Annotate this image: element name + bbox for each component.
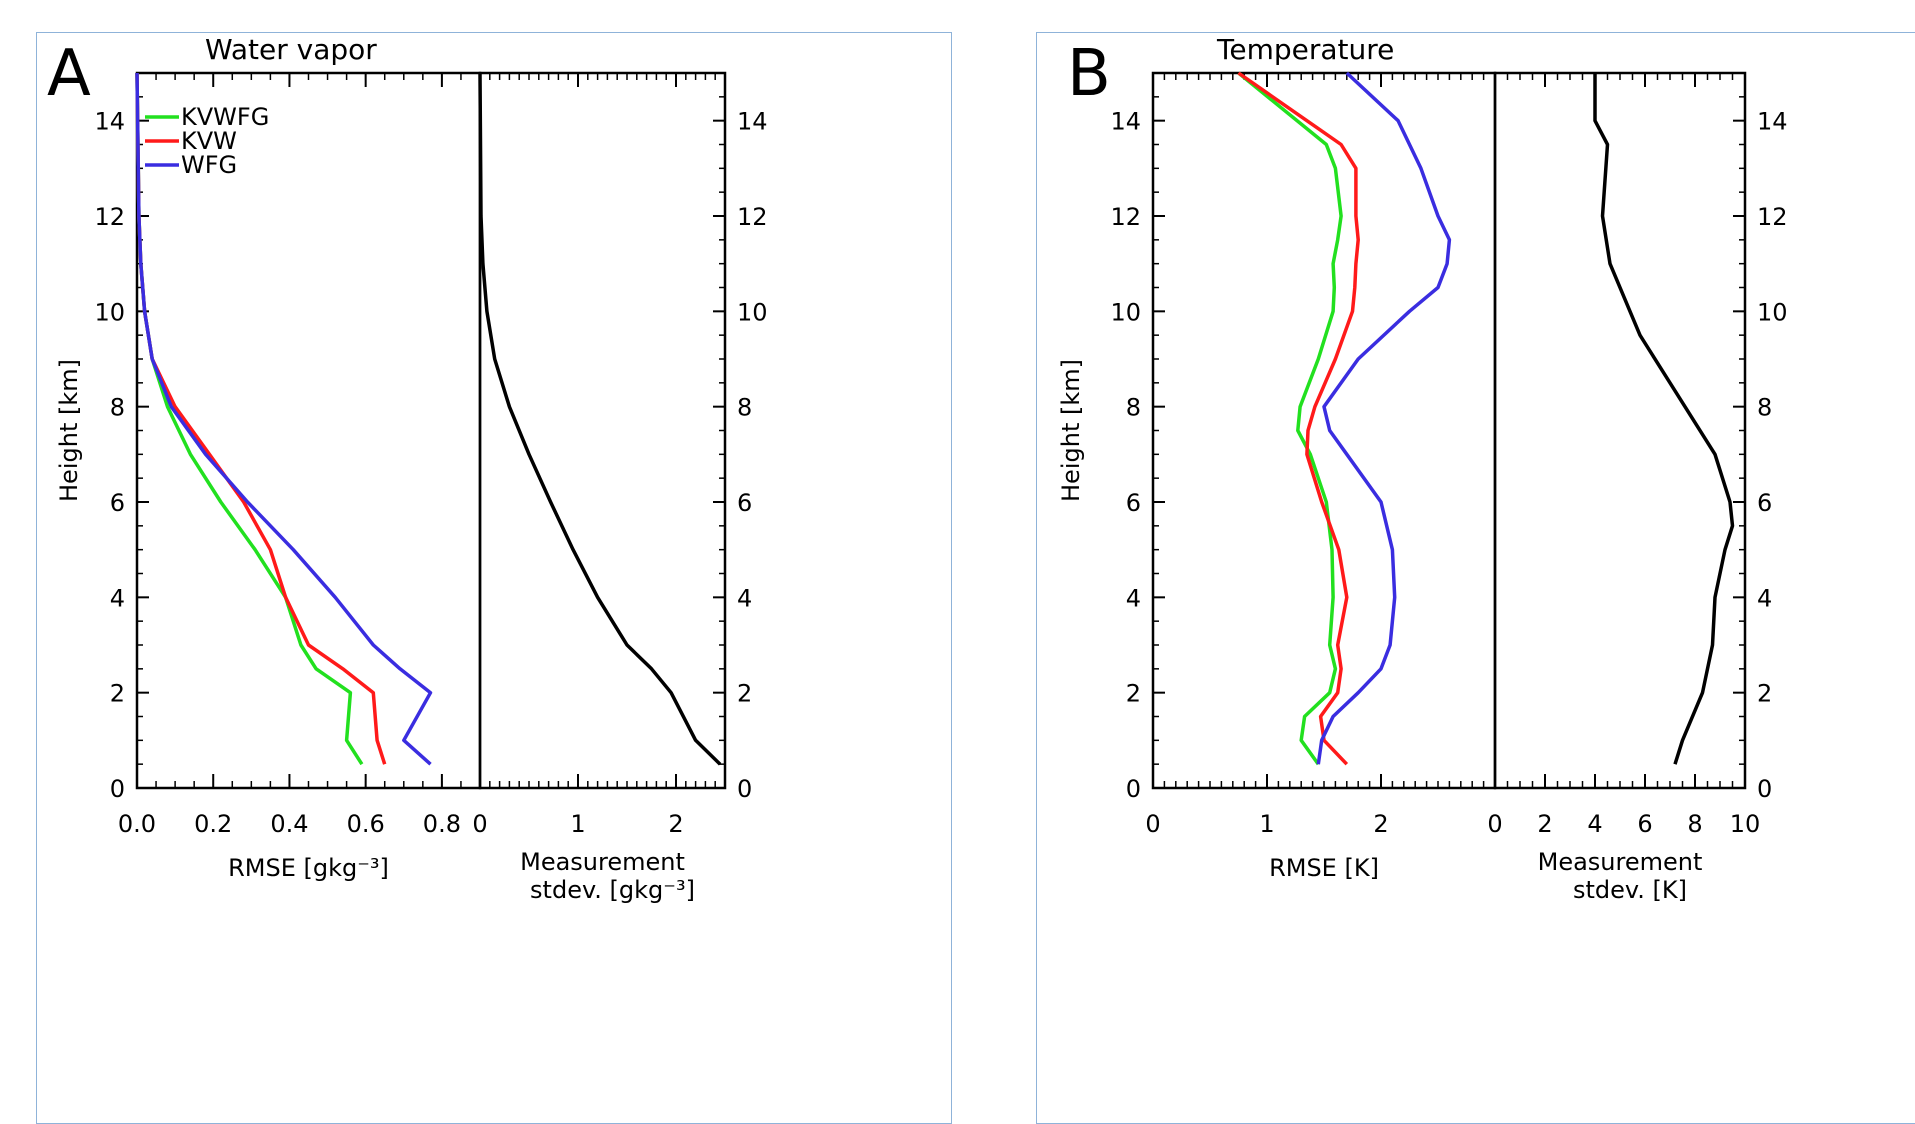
panel-letter: A xyxy=(47,37,91,111)
y-tick-label: 10 xyxy=(94,298,125,326)
y-axis-label: Height [km] xyxy=(1057,359,1085,502)
y-tick-label-right: 0 xyxy=(737,775,752,803)
x-tick-label: 0.4 xyxy=(270,810,308,838)
y-tick-label: 14 xyxy=(94,108,125,136)
x-tick-label: 2 xyxy=(1537,810,1552,838)
y-tick-label-right: 8 xyxy=(1757,394,1772,422)
y-tick-label-right: 12 xyxy=(1757,203,1788,231)
x-axis-label-right-line1: Measurement xyxy=(520,848,685,876)
series-line-measurement-stdev xyxy=(1593,73,1735,765)
x-tick-label: 1 xyxy=(1259,810,1274,838)
x-tick-label: 8 xyxy=(1687,810,1702,838)
chart-title: Temperature xyxy=(1216,33,1394,66)
left-plot-frame xyxy=(1151,71,1497,790)
y-tick-label: 0 xyxy=(110,775,125,803)
y-tick-label-right: 6 xyxy=(1757,489,1772,517)
series-line-measurement-stdev xyxy=(478,72,722,766)
panel-a: A Water vapor Height [km] 0 2 4 6 8 10 12 14 0.0 0.2… xyxy=(36,32,952,1124)
x-tick-label: 0 xyxy=(1145,810,1160,838)
series-line-kvw xyxy=(1237,71,1360,766)
x-tick-label: 0.6 xyxy=(347,810,385,838)
y-tick-label: 4 xyxy=(1126,584,1141,612)
x-tick-label: 1 xyxy=(570,810,585,838)
right-plot-frame xyxy=(478,71,727,790)
y-tick-label: 8 xyxy=(110,394,125,422)
y-tick-label-right: 0 xyxy=(1757,775,1772,803)
series-line-wfg xyxy=(1316,71,1452,765)
x-axis-label-right-line2: stdev. [gkg⁻³] xyxy=(530,876,695,904)
panel-b: B Temperature Height [km] 0 2 4 6 8 10 12 14 0 1 2 0 2 4… xyxy=(1036,32,1915,1124)
x-tick-label: 10 xyxy=(1730,810,1761,838)
panel-letter: B xyxy=(1067,37,1111,111)
x-tick-label: 0 xyxy=(472,810,487,838)
y-tick-label-right: 14 xyxy=(1757,108,1788,136)
y-tick-label: 6 xyxy=(1126,489,1141,517)
y-tick-label-right: 4 xyxy=(737,584,752,612)
y-tick-label-right: 12 xyxy=(737,203,768,231)
x-axis-label: RMSE [K] xyxy=(1269,854,1379,882)
y-tick-label-right: 14 xyxy=(737,108,768,136)
y-tick-label: 0 xyxy=(1126,775,1141,803)
y-tick-label-right: 4 xyxy=(1757,584,1772,612)
x-tick-label: 0.8 xyxy=(423,810,461,838)
x-axis-label-right-line2: stdev. [K] xyxy=(1573,876,1687,904)
series-line-kvwfg xyxy=(1237,71,1343,766)
y-axis-label: Height [km] xyxy=(55,359,83,502)
x-tick-label: 0.2 xyxy=(194,810,232,838)
y-tick-label: 6 xyxy=(110,489,125,517)
legend-label-kvw: KVW xyxy=(181,127,237,155)
y-tick-label-right: 10 xyxy=(737,298,768,326)
y-tick-label: 10 xyxy=(1110,298,1141,326)
y-tick-label: 4 xyxy=(110,584,125,612)
legend-label-wfg: WFG xyxy=(181,151,237,179)
y-tick-label: 2 xyxy=(1126,680,1141,708)
x-tick-label: 6 xyxy=(1637,810,1652,838)
y-tick-label-right: 2 xyxy=(737,680,752,708)
chart-title: Water vapor xyxy=(205,33,377,66)
x-tick-label: 0.0 xyxy=(118,810,156,838)
x-tick-label: 4 xyxy=(1587,810,1602,838)
y-tick-label: 12 xyxy=(94,203,125,231)
y-tick-label: 8 xyxy=(1126,394,1141,422)
x-tick-label: 0 xyxy=(1487,810,1502,838)
y-tick-label: 2 xyxy=(110,680,125,708)
x-axis-label-right-line1: Measurement xyxy=(1538,848,1703,876)
y-tick-label-right: 8 xyxy=(737,394,752,422)
x-tick-label: 2 xyxy=(668,810,683,838)
y-tick-label-right: 2 xyxy=(1757,680,1772,708)
y-tick-label-right: 6 xyxy=(737,489,752,517)
series-line-wfg xyxy=(135,72,433,766)
x-axis-label: RMSE [gkg⁻³] xyxy=(228,854,389,882)
y-tick-label: 12 xyxy=(1110,203,1141,231)
x-tick-label: 2 xyxy=(1373,810,1388,838)
legend-label-kvwfg: KVWFG xyxy=(181,103,269,131)
y-tick-label: 14 xyxy=(1110,108,1141,136)
right-plot-frame xyxy=(1493,71,1747,790)
y-tick-label-right: 10 xyxy=(1757,298,1788,326)
